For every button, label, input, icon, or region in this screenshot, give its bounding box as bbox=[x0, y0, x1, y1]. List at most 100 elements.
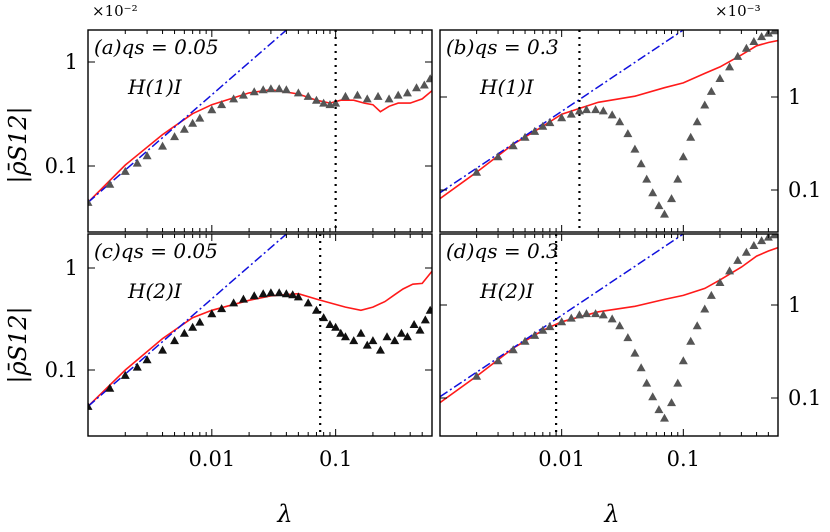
panel-annotation: (d)qs = 0.3 bbox=[446, 239, 559, 263]
triangle-marker bbox=[706, 290, 716, 299]
y-tick-label: 1 bbox=[65, 50, 78, 74]
triangle-marker bbox=[667, 194, 677, 203]
triangle-marker bbox=[238, 90, 248, 99]
panel-frame bbox=[87, 233, 433, 437]
triangle-marker bbox=[217, 304, 227, 313]
triangle-marker bbox=[281, 289, 291, 298]
triangle-marker bbox=[349, 336, 359, 345]
triangle-marker bbox=[207, 105, 217, 114]
x-axis-label-left: λ bbox=[276, 500, 292, 528]
triangle-marker bbox=[217, 100, 227, 109]
triangle-marker bbox=[508, 141, 518, 150]
blue-dashdot-series bbox=[88, 30, 287, 203]
triangle-marker bbox=[615, 321, 625, 330]
triangle-marker bbox=[331, 98, 341, 107]
triangle-marker bbox=[654, 201, 664, 210]
triangle-marker bbox=[715, 74, 725, 83]
triangle-marker bbox=[362, 340, 372, 349]
triangle-marker bbox=[725, 266, 735, 275]
triangle-marker bbox=[188, 118, 198, 127]
triangle-marker bbox=[598, 310, 608, 319]
triangle-marker bbox=[591, 309, 601, 318]
triangle-marker bbox=[472, 167, 482, 176]
triangle-marker bbox=[229, 94, 239, 103]
triangle-marker bbox=[598, 106, 608, 115]
triangle-marker bbox=[274, 288, 284, 297]
triangle-marker bbox=[574, 106, 584, 115]
triangle-marker bbox=[170, 336, 180, 345]
triangle-marker bbox=[238, 294, 248, 303]
triangle-marker bbox=[581, 309, 591, 318]
y-tick-label: 0.1 bbox=[45, 358, 78, 382]
triangle-marker bbox=[493, 356, 503, 365]
triangle-marker bbox=[636, 159, 646, 168]
red-solid-series bbox=[440, 39, 778, 200]
triangle-marker bbox=[678, 356, 688, 365]
triangle-marker bbox=[692, 321, 702, 330]
triangle-marker bbox=[258, 289, 268, 298]
multiplier-left: ×10⁻² bbox=[92, 2, 138, 20]
triangle-marker bbox=[686, 132, 696, 141]
panel-annotation: (a)qs = 0.05 bbox=[94, 35, 219, 59]
triangle-marker bbox=[642, 378, 652, 387]
triangle-marker bbox=[692, 117, 702, 126]
triangle-marker bbox=[520, 132, 530, 141]
triangle-marker bbox=[425, 305, 432, 314]
x-tick-label: 0.1 bbox=[667, 447, 700, 471]
triangle-marker bbox=[623, 129, 633, 138]
triangle-marker bbox=[88, 401, 93, 410]
triangle-marker bbox=[382, 332, 392, 341]
triangle-marker bbox=[654, 405, 664, 414]
triangle-marker bbox=[170, 132, 180, 141]
triangle-marker bbox=[557, 317, 567, 326]
triangle-marker bbox=[303, 298, 313, 307]
triangle-marker bbox=[530, 330, 540, 339]
triangle-marker bbox=[325, 320, 335, 329]
y-tick-label: 0.1 bbox=[788, 386, 821, 410]
triangle-marker bbox=[648, 392, 658, 401]
triangle-marker bbox=[142, 151, 152, 160]
panel-annotation: (b)qs = 0.3 bbox=[446, 35, 559, 59]
triangle-marker bbox=[288, 290, 298, 299]
plot-area bbox=[440, 234, 778, 436]
triangle-marker bbox=[725, 62, 735, 71]
triangle-marker bbox=[557, 113, 567, 122]
hamiltonian-label: H(1)I bbox=[479, 75, 535, 99]
red-solid-series bbox=[88, 88, 432, 203]
x-tick-label: 0.01 bbox=[538, 447, 585, 471]
triangle-marker bbox=[741, 247, 751, 256]
triangle-marker bbox=[179, 124, 189, 133]
hamiltonian-label: H(2)I bbox=[479, 279, 535, 303]
panel-frame bbox=[439, 29, 779, 233]
triangle-marker bbox=[373, 91, 383, 100]
triangle-marker bbox=[493, 152, 503, 161]
blue-dashdot-series bbox=[440, 30, 684, 194]
triangle-marker bbox=[673, 174, 683, 183]
triangle-marker bbox=[249, 87, 259, 96]
panel-b: 0.1 1 (b)qs = 0.3 H(1)I bbox=[439, 29, 821, 233]
triangle-marker bbox=[659, 209, 669, 218]
triangle-marker bbox=[402, 88, 412, 97]
triangle-marker bbox=[642, 174, 652, 183]
triangle-marker bbox=[520, 336, 530, 345]
triangle-marker bbox=[340, 91, 350, 100]
y-tick-label: 1 bbox=[65, 256, 78, 280]
triangle-marker bbox=[249, 291, 259, 300]
triangle-marker bbox=[158, 141, 168, 150]
triangle-marker bbox=[419, 80, 429, 89]
triangle-marker bbox=[591, 105, 601, 114]
triangle-marker bbox=[336, 328, 346, 337]
triangle-marker bbox=[757, 32, 767, 41]
triangle-marker bbox=[390, 336, 400, 345]
triangle-marker bbox=[630, 144, 640, 153]
triangle-marker bbox=[132, 158, 142, 167]
triangle-marker bbox=[648, 188, 658, 197]
y-tick-label: 0.1 bbox=[788, 178, 821, 202]
y-axis-label-top: |ρ̄S12| bbox=[4, 106, 33, 183]
triangle-marker bbox=[574, 310, 584, 319]
triangle-marker bbox=[142, 355, 152, 364]
triangle-marker bbox=[375, 345, 385, 354]
triangle-marker bbox=[581, 105, 591, 114]
triangle-marker bbox=[274, 84, 284, 93]
x-axis-label-right: λ bbox=[603, 500, 619, 528]
